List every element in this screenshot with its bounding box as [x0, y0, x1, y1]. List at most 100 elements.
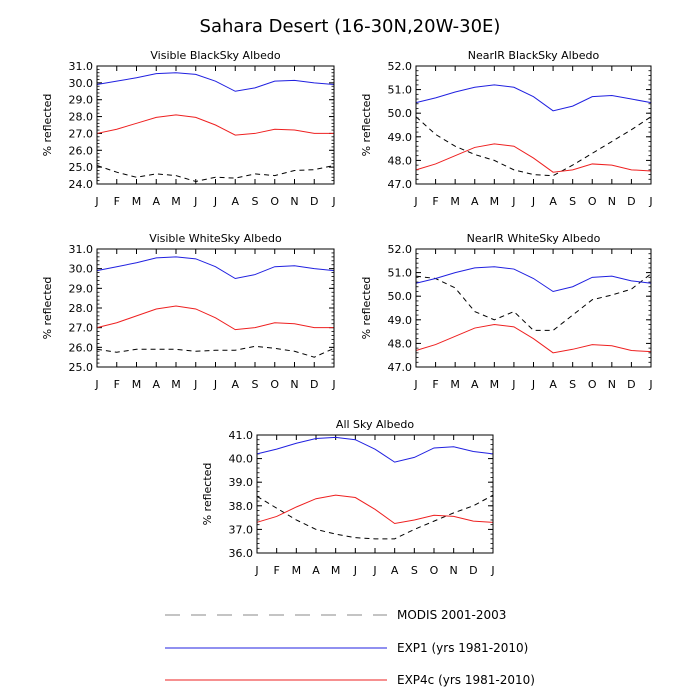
- plot-frame: [96, 248, 335, 368]
- x-tick-label: F: [114, 195, 120, 208]
- x-tick-label: J: [490, 564, 494, 577]
- x-tick-label: S: [252, 195, 259, 208]
- x-tick-label: N: [608, 378, 616, 391]
- y-tick-label: 52.0: [388, 60, 413, 73]
- panel-title: All Sky Albedo: [336, 418, 414, 431]
- x-tick-label: O: [430, 564, 439, 577]
- x-tick-label: J: [531, 378, 535, 391]
- chart-panel-3: Visible WhiteSky Albedo % reflected 25.0 26…: [41, 232, 336, 391]
- x-tick-label: M: [132, 195, 142, 208]
- legend-item: MODIS 2001-2003: [165, 608, 506, 622]
- x-tick-label: F: [274, 564, 280, 577]
- series-line-exp1: [415, 84, 652, 112]
- y-tick-label: 47.0: [388, 361, 413, 374]
- figure-title: Sahara Desert (16-30N,20W-30E): [200, 16, 501, 37]
- plot-frame: [256, 434, 494, 554]
- x-tick-label: F: [432, 195, 438, 208]
- x-tick-label: J: [353, 564, 357, 577]
- y-tick-label: 47.0: [388, 178, 413, 191]
- y-tick-label: 29.0: [69, 282, 94, 295]
- x-tick-label: D: [627, 195, 635, 208]
- legend-label: EXP4c (yrs 1981-2010): [397, 673, 535, 687]
- x-tick-label: A: [471, 378, 479, 391]
- x-tick-label: A: [391, 564, 399, 577]
- x-tick-label: J: [94, 378, 98, 391]
- y-tick-label: 31.0: [69, 243, 94, 256]
- x-tick-label: O: [270, 378, 279, 391]
- plot-frame: [415, 65, 652, 185]
- y-tick-label: 27.0: [69, 322, 94, 335]
- x-tick-label: M: [490, 195, 500, 208]
- series-line-exp1: [96, 72, 335, 92]
- x-tick-label: A: [549, 195, 557, 208]
- y-tick-label: 50.0: [388, 107, 413, 120]
- y-tick-label: 48.0: [388, 337, 413, 350]
- x-tick-label: A: [549, 378, 557, 391]
- x-tick-label: A: [152, 195, 160, 208]
- y-tick-label: 36.0: [229, 547, 254, 560]
- series-line-exp4c: [415, 143, 652, 173]
- y-tick-label: 26.0: [69, 341, 94, 354]
- y-tick-label: 40.0: [229, 453, 254, 466]
- legend-item: EXP4c (yrs 1981-2010): [165, 673, 535, 687]
- series-line-exp4c: [96, 305, 334, 331]
- x-tick-label: M: [450, 195, 460, 208]
- panel-title: Visible BlackSky Albedo: [150, 49, 280, 62]
- y-tick-label: 31.0: [69, 60, 94, 73]
- x-tick-label: J: [372, 564, 376, 577]
- x-tick-label: D: [627, 378, 635, 391]
- y-axis-label: % reflected: [41, 277, 54, 340]
- legend-label: EXP1 (yrs 1981-2010): [397, 641, 528, 655]
- x-tick-label: O: [588, 195, 597, 208]
- x-tick-label: J: [531, 195, 535, 208]
- x-tick-label: J: [511, 378, 515, 391]
- series-line-modis: [96, 345, 335, 358]
- y-tick-label: 28.0: [69, 111, 94, 124]
- y-axis-label: % reflected: [201, 463, 214, 526]
- plot-frame: [96, 65, 335, 185]
- y-tick-label: 50.0: [388, 290, 413, 303]
- legend: MODIS 2001-2003 EXP1 (yrs 1981-2010) EXP4c…: [165, 608, 535, 687]
- y-tick-label: 49.0: [388, 314, 413, 327]
- y-tick-label: 49.0: [388, 131, 413, 144]
- x-tick-label: J: [331, 378, 335, 391]
- x-tick-label: J: [648, 378, 652, 391]
- y-tick-label: 27.0: [69, 127, 94, 140]
- y-tick-label: 28.0: [69, 302, 94, 315]
- x-tick-label: A: [312, 564, 320, 577]
- y-tick-label: 48.0: [388, 154, 413, 167]
- x-tick-label: J: [193, 378, 197, 391]
- x-tick-label: A: [471, 195, 479, 208]
- y-tick-label: 25.0: [69, 361, 94, 374]
- y-tick-label: 51.0: [388, 84, 413, 97]
- y-tick-label: 41.0: [229, 429, 254, 442]
- x-tick-label: N: [290, 195, 298, 208]
- y-tick-label: 51.0: [388, 267, 413, 280]
- chart-panel-4: NearIR WhiteSky Albedo % reflected 47.0 48.…: [360, 232, 653, 391]
- series-line-exp4c: [256, 494, 494, 525]
- chart-panel-2: NearIR BlackSky Albedo % reflected 47.0 48.…: [360, 49, 653, 208]
- series-line-modis: [415, 116, 652, 177]
- y-tick-label: 38.0: [229, 500, 254, 513]
- series-line-modis: [96, 164, 335, 182]
- x-tick-label: O: [270, 195, 279, 208]
- plot-frame: [415, 248, 652, 368]
- x-tick-label: F: [114, 378, 120, 391]
- x-tick-label: J: [511, 195, 515, 208]
- y-axis-label: % reflected: [41, 94, 54, 157]
- x-tick-label: A: [231, 195, 239, 208]
- series-line-modis: [415, 273, 652, 331]
- y-tick-label: 26.0: [69, 144, 94, 157]
- y-tick-label: 25.0: [69, 161, 94, 174]
- x-tick-label: O: [588, 378, 597, 391]
- y-tick-label: 37.0: [229, 523, 254, 536]
- series-line-exp1: [96, 256, 335, 280]
- chart-panels: Visible BlackSky Albedo % reflected 24.0 25…: [41, 49, 653, 577]
- x-tick-label: S: [252, 378, 259, 391]
- x-tick-label: J: [254, 564, 258, 577]
- chart-panel-1: Visible BlackSky Albedo % reflected 24.0 25…: [41, 49, 336, 208]
- chart-panel-5: All Sky Albedo % reflected 36.0 37.0 38.0 39.…: [201, 418, 495, 577]
- y-tick-label: 30.0: [69, 77, 94, 90]
- x-tick-label: S: [569, 378, 576, 391]
